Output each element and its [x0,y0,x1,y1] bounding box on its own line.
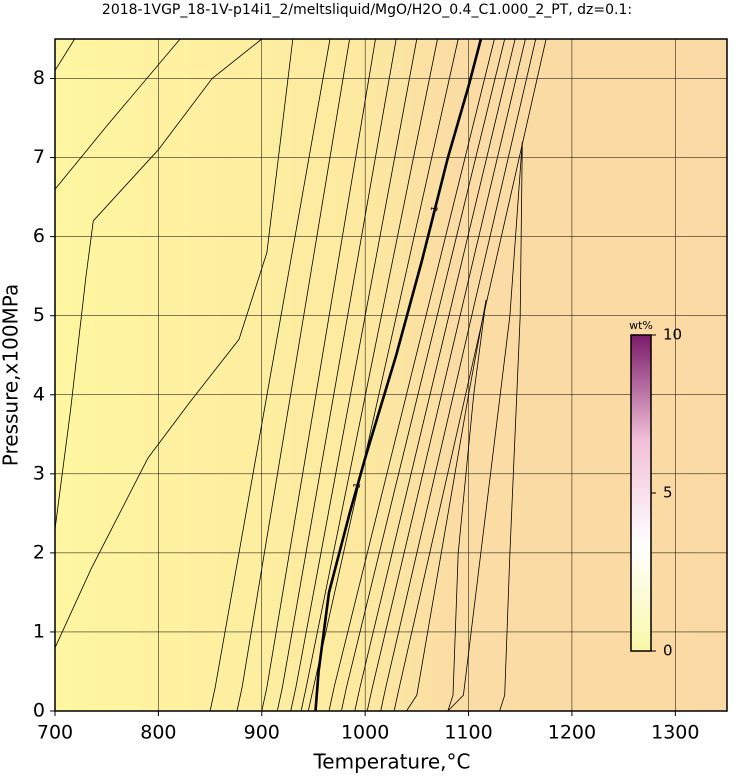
y-tick-label: 3 [33,462,45,484]
y-tick-label: 5 [33,304,45,326]
contour-line [341,38,506,712]
colorbar [630,334,652,652]
contour-line [54,38,263,530]
contour-line [328,38,495,712]
contour-label: 1 [352,482,363,490]
contour-line [393,38,547,712]
contour-line [307,38,459,712]
y-tick-label: 7 [33,146,45,168]
y-tick-label: 2 [33,541,45,563]
colorbar-label: wt% [629,319,653,332]
colorbar-tick-label: 10 [663,326,682,344]
x-tick-label: 1200 [548,722,596,744]
x-tick-label: 1000 [341,722,389,744]
y-tick-label: 8 [33,67,45,89]
x-tick-label: 1100 [444,722,492,744]
colorbar-tick-label: 0 [663,642,673,660]
contour-line [314,38,483,712]
x-tick-label: 800 [140,722,176,744]
y-tick-label: 1 [33,620,45,642]
x-tick-label: 1300 [651,722,699,744]
contour-line [276,38,397,712]
colorbar-tick-label: 5 [663,484,673,502]
contour-line [261,38,376,712]
contour-line [54,38,75,71]
contour-line [209,38,331,712]
y-axis-label: Pressure,x100MPa [0,284,23,466]
contour-line [366,38,526,712]
plot-frame [54,38,728,712]
y-tick-label: 4 [33,383,45,405]
y-tick-label: 0 [33,700,45,722]
x-axis-label: Temperature,°C [312,750,470,774]
contour-label: 1 [430,205,441,213]
x-tick-label: 700 [37,722,73,744]
contour-line [300,38,438,712]
contour-line [406,299,487,712]
contour-line [354,38,516,712]
contour-line [54,38,181,190]
contour-line [236,38,350,712]
x-tick-label: 900 [244,722,280,744]
contour-line [290,38,418,712]
y-tick-label: 6 [33,225,45,247]
chart-title: 2018-1VGP_18-1V-p14i1_2/meltsliquid/MgO/… [102,2,632,18]
contour-line [447,141,523,712]
contour-line [380,38,537,712]
contour-line [54,38,294,648]
